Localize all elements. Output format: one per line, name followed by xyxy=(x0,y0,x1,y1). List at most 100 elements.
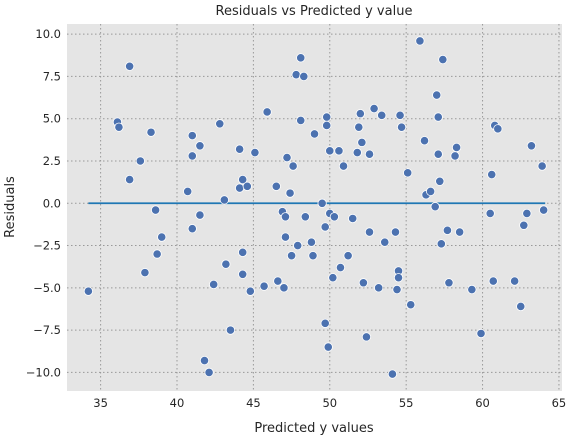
x-tick-label: 45 xyxy=(246,396,261,410)
data-point xyxy=(338,161,349,171)
data-point xyxy=(329,212,339,222)
data-point xyxy=(322,120,332,131)
y-tick-label: −7.5 xyxy=(33,323,61,337)
data-point xyxy=(476,328,486,339)
data-point xyxy=(435,176,445,186)
data-point xyxy=(280,232,291,242)
data-point xyxy=(467,284,477,295)
data-point xyxy=(299,71,309,82)
data-point xyxy=(204,367,214,377)
data-point xyxy=(125,174,135,185)
data-point xyxy=(195,210,205,220)
x-tick-label: 65 xyxy=(552,396,567,410)
y-tick-label: −2.5 xyxy=(33,239,61,253)
data-point xyxy=(151,205,161,215)
data-point xyxy=(357,137,367,147)
data-point xyxy=(242,181,252,191)
data-point xyxy=(83,286,93,296)
data-point xyxy=(262,107,272,117)
data-point xyxy=(450,151,460,161)
data-point xyxy=(114,122,124,132)
data-point xyxy=(195,141,205,151)
data-point xyxy=(387,369,398,379)
data-point xyxy=(392,284,402,295)
data-point xyxy=(537,161,547,171)
data-point xyxy=(369,103,379,114)
data-point xyxy=(438,54,448,65)
data-point xyxy=(259,281,269,291)
data-point xyxy=(516,301,526,312)
data-point xyxy=(235,183,245,193)
data-point xyxy=(444,278,454,288)
x-tick-label: 50 xyxy=(322,396,337,410)
data-point xyxy=(291,70,301,80)
plot-area-background xyxy=(67,24,562,391)
data-point xyxy=(273,276,283,286)
data-point xyxy=(221,259,231,269)
data-point xyxy=(320,222,330,232)
data-point xyxy=(146,127,156,137)
data-point xyxy=(390,227,401,237)
data-point xyxy=(519,220,529,230)
data-point xyxy=(419,136,430,146)
data-points xyxy=(83,36,549,379)
data-point xyxy=(323,342,333,352)
data-point xyxy=(430,202,440,212)
data-point xyxy=(271,181,281,191)
data-point xyxy=(245,286,255,296)
x-axis-ticks: 35 40 45 50 55 60 65 xyxy=(93,396,566,410)
data-point xyxy=(343,251,353,261)
y-tick-label: 0.0 xyxy=(43,196,61,210)
data-point xyxy=(374,283,384,293)
chart-title: Residuals vs Predicted y value xyxy=(216,4,413,19)
data-point xyxy=(358,278,368,288)
x-tick-label: 55 xyxy=(399,396,414,410)
data-point xyxy=(355,109,365,119)
data-point xyxy=(187,151,197,161)
data-point xyxy=(526,141,537,151)
data-point xyxy=(152,249,162,259)
data-point xyxy=(282,153,292,163)
data-point xyxy=(354,122,364,132)
data-point xyxy=(183,186,193,197)
data-point xyxy=(286,251,297,261)
data-point xyxy=(300,212,310,222)
data-point xyxy=(215,119,225,129)
data-point xyxy=(320,318,330,328)
y-tick-label: 5.0 xyxy=(43,112,61,126)
data-point xyxy=(285,188,295,198)
data-point xyxy=(433,149,443,159)
data-point xyxy=(393,273,404,283)
data-point xyxy=(377,110,387,120)
data-point xyxy=(296,115,306,126)
data-point xyxy=(433,112,443,122)
data-point xyxy=(510,276,520,286)
data-point xyxy=(352,147,362,158)
y-axis-label: Residuals xyxy=(3,176,18,238)
data-point xyxy=(209,279,219,290)
data-point xyxy=(250,147,260,158)
data-point xyxy=(426,186,436,197)
data-point xyxy=(280,212,291,222)
data-point xyxy=(395,110,405,120)
data-point xyxy=(317,198,327,208)
data-point xyxy=(485,208,495,219)
data-point xyxy=(442,225,453,235)
data-point xyxy=(432,90,442,100)
x-tick-label: 60 xyxy=(475,396,490,410)
x-tick-label: 40 xyxy=(170,396,185,410)
y-tick-label: 2.5 xyxy=(43,154,61,168)
data-point xyxy=(455,227,465,237)
data-point xyxy=(406,300,416,310)
x-tick-label: 35 xyxy=(93,396,108,410)
data-point xyxy=(238,174,248,185)
data-point xyxy=(238,269,248,279)
y-tick-label: −10.0 xyxy=(26,365,61,379)
data-point xyxy=(288,161,298,171)
data-point xyxy=(415,36,425,46)
y-axis-ticks: −10.0 −7.5 −5.0 −2.5 0.0 2.5 5.0 7.5 10.0 xyxy=(26,27,61,379)
data-point xyxy=(308,251,318,261)
data-point xyxy=(135,156,145,166)
data-point xyxy=(279,283,289,293)
